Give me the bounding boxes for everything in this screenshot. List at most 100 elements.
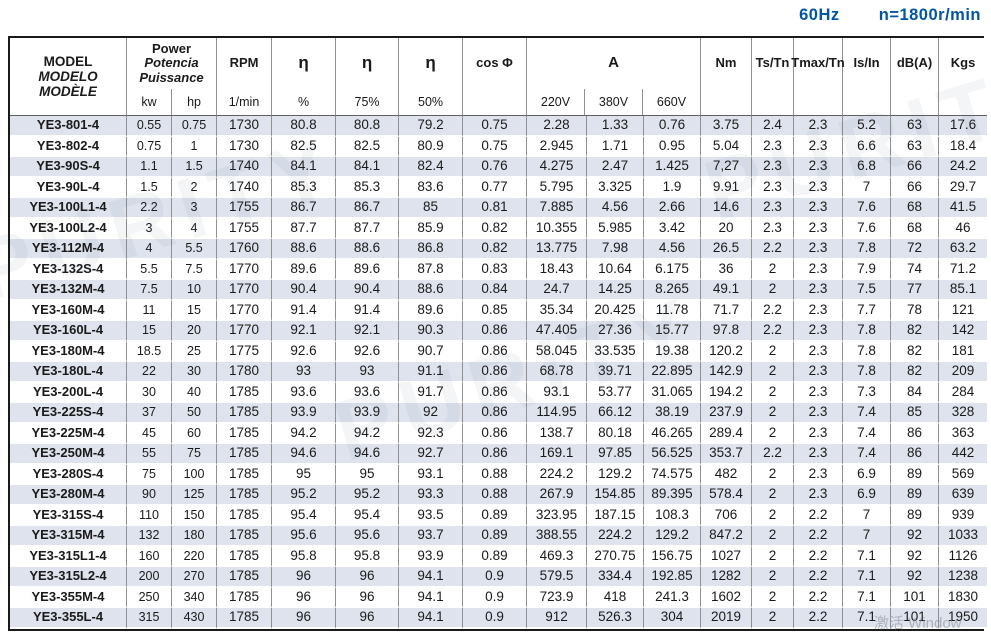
value-cell: 224.2	[526, 464, 587, 485]
value-cell: 2.3	[751, 157, 794, 178]
table-row: YE3-200L-4 30 40 1785 93.6 93.6 91.7 0.86 93.1 53…	[10, 382, 988, 403]
value-cell: 91.4	[335, 300, 399, 321]
value-cell: 87.7	[271, 218, 336, 239]
value-cell: 1740	[216, 157, 272, 178]
value-cell: 7.6	[842, 198, 891, 219]
value-cell: 2.3	[751, 218, 794, 239]
model-cell: YE3-100L1-4	[10, 198, 126, 219]
value-cell: 90.3	[398, 321, 463, 342]
value-cell: 5.04	[700, 136, 752, 157]
frequency-speed-header: 60Hz n=1800r/min	[765, 6, 981, 25]
value-cell: 95.2	[335, 485, 399, 506]
table-row: YE3-280S-4 75 100 1785 95 95 93.1 0.88 224.2 129.…	[10, 464, 988, 485]
value-cell: 20	[700, 218, 752, 239]
value-cell: 250	[126, 587, 171, 608]
model-label-es: MODELO	[38, 69, 98, 84]
value-cell: 4	[126, 239, 171, 260]
value-cell: 2.2	[751, 239, 794, 260]
value-cell: 14.6	[700, 198, 752, 219]
value-cell: 53.77	[586, 382, 644, 403]
value-cell: 1602	[700, 587, 752, 608]
value-cell: 93.1	[526, 382, 587, 403]
value-cell: 85.1	[938, 280, 988, 301]
value-cell: 129.2	[643, 526, 701, 547]
model-cell: YE3-802-4	[10, 136, 126, 157]
value-cell: 93.7	[398, 526, 463, 547]
value-cell: 89	[890, 464, 939, 485]
value-cell: 95.6	[271, 526, 336, 547]
value-cell: 7.4	[842, 403, 891, 424]
value-cell: 289.4	[700, 423, 752, 444]
value-cell: 92	[890, 526, 939, 547]
value-cell: 96	[335, 608, 399, 629]
value-cell: 1282	[700, 567, 752, 588]
table-row: YE3-90L-4 1.5 2 1740 85.3 85.3 83.6 0.77 5.795 3.…	[10, 177, 988, 198]
value-cell: 82.4	[398, 157, 463, 178]
value-cell: 89	[890, 485, 939, 506]
value-cell: 1785	[216, 567, 272, 588]
value-cell: 142.9	[700, 362, 752, 383]
value-cell: 89.6	[335, 259, 399, 280]
value-cell: 30	[126, 382, 171, 403]
value-cell: 7.885	[526, 198, 587, 219]
value-cell: 4.275	[526, 157, 587, 178]
model-cell: YE3-225M-4	[10, 423, 126, 444]
value-cell: 328	[938, 403, 988, 424]
value-cell: 66	[890, 157, 939, 178]
value-cell: 5.985	[586, 218, 644, 239]
value-cell: 121	[938, 300, 988, 321]
col-kgs: Kgs	[938, 38, 988, 116]
value-cell: 2.3	[793, 136, 843, 157]
value-cell: 267.9	[526, 485, 587, 506]
value-cell: 2	[751, 546, 794, 567]
frequency-label: 60Hz	[799, 6, 840, 24]
value-cell: 80.9	[398, 136, 463, 157]
col-eta-75: η 75%	[335, 38, 399, 116]
value-cell: 22	[126, 362, 171, 383]
value-cell: 1785	[216, 505, 272, 526]
value-cell: 0.89	[462, 505, 527, 526]
value-cell: 95.8	[335, 546, 399, 567]
value-cell: 84.1	[271, 157, 336, 178]
value-cell: 847.2	[700, 526, 752, 547]
table-row: YE3-801-4 0.55 0.75 1730 80.8 80.8 79.2 0.75 2.2…	[10, 116, 988, 137]
value-cell: 0.81	[462, 198, 527, 219]
value-cell: 50	[171, 403, 217, 424]
value-cell: 0.75	[171, 116, 217, 137]
value-cell: 2.3	[793, 280, 843, 301]
value-cell: 160	[126, 546, 171, 567]
value-cell: 1785	[216, 444, 272, 465]
value-cell: 15.77	[643, 321, 701, 342]
value-cell: 1770	[216, 321, 272, 342]
value-cell: 5.795	[526, 177, 587, 198]
value-cell: 8.265	[643, 280, 701, 301]
value-cell: 22.895	[643, 362, 701, 383]
col-nm: Nm	[700, 38, 752, 116]
power-label-en: Power	[152, 40, 192, 56]
value-cell: 90.7	[398, 341, 463, 362]
value-cell: 68	[890, 198, 939, 219]
value-cell: 94.6	[271, 444, 336, 465]
value-cell: 0.86	[462, 341, 527, 362]
table-row: YE3-132M-4 7.5 10 1770 90.4 90.4 88.6 0.84 24.7 1…	[10, 280, 988, 301]
value-cell: 7,27	[700, 157, 752, 178]
value-cell: 0.75	[462, 116, 527, 137]
value-cell: 284	[938, 382, 988, 403]
value-cell: 18.5	[126, 341, 171, 362]
value-cell: 2.2	[751, 321, 794, 342]
value-cell: 0.76	[643, 116, 701, 137]
value-cell: 74	[890, 259, 939, 280]
value-cell: 1785	[216, 382, 272, 403]
value-cell: 101	[890, 608, 939, 629]
value-cell: 1755	[216, 218, 272, 239]
value-cell: 79.2	[398, 116, 463, 137]
value-cell: 442	[938, 444, 988, 465]
model-cell: YE3-160L-4	[10, 321, 126, 342]
value-cell: 334.4	[586, 567, 644, 588]
value-cell: 33.535	[586, 341, 644, 362]
value-cell: 2.3	[793, 423, 843, 444]
model-cell: YE3-225S-4	[10, 403, 126, 424]
col-ts-tn: Ts/Tn	[751, 38, 794, 116]
value-cell: 1785	[216, 423, 272, 444]
value-cell: 7.9	[842, 259, 891, 280]
